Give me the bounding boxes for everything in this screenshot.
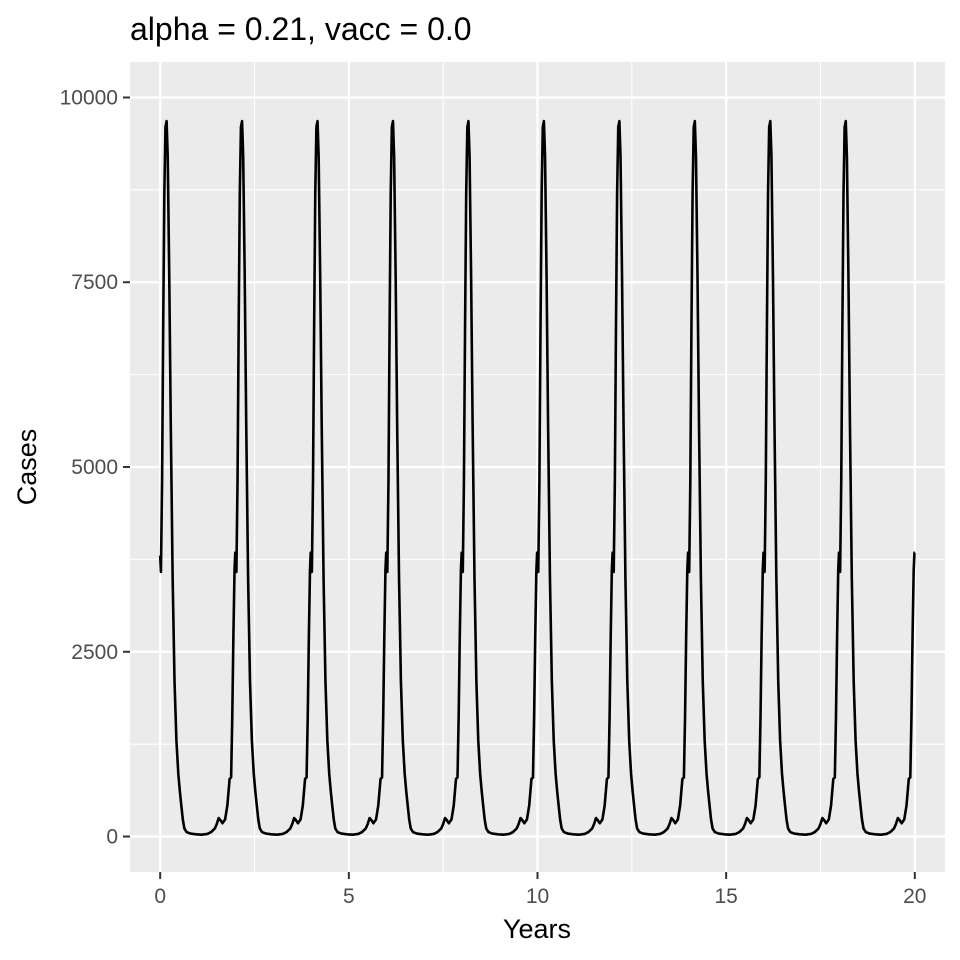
- series-line: [158, 119, 916, 836]
- x-axis: 0 5 10 15 20: [154, 872, 926, 908]
- x-axis-title: Years: [503, 914, 571, 944]
- grid-major: [130, 62, 945, 872]
- series-layer: [158, 119, 916, 836]
- y-axis-title: Cases: [12, 429, 42, 506]
- x-tick-label: 0: [154, 885, 166, 908]
- chart-title: alpha = 0.21, vacc = 0.0: [130, 11, 472, 47]
- y-tick-label: 0: [106, 826, 118, 849]
- y-tick-label: 10000: [60, 86, 118, 109]
- x-tick-label: 10: [526, 885, 549, 908]
- x-tick-label: 20: [903, 885, 926, 908]
- y-tick-label: 2500: [71, 641, 118, 664]
- y-tick-label: 7500: [71, 271, 118, 294]
- x-tick-label: 15: [714, 885, 737, 908]
- x-tick-label: 5: [343, 885, 355, 908]
- y-tick-label: 5000: [71, 456, 118, 479]
- y-axis: 0 2500 5000 7500 10000: [60, 86, 130, 849]
